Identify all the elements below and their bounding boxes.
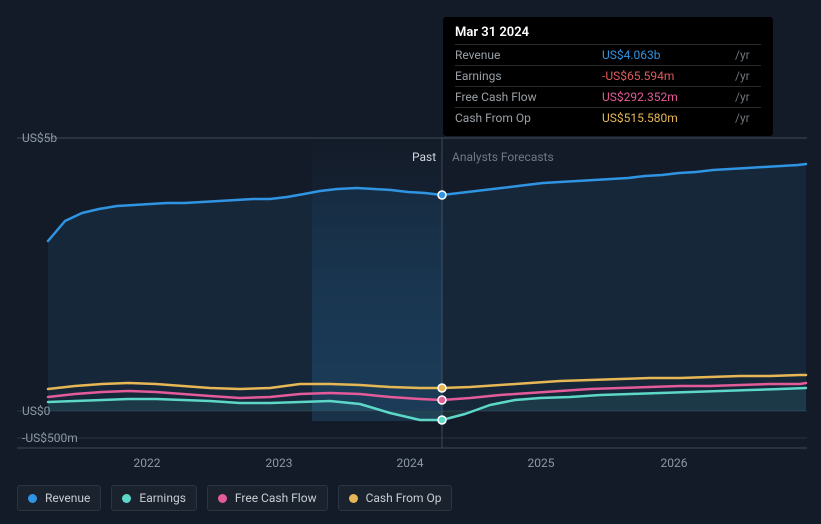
tooltip-table: RevenueUS$4.063b/yrEarnings-US$65.594m/y…: [455, 44, 761, 128]
tooltip-metric-unit: /yr: [731, 66, 761, 87]
tooltip-date: Mar 31 2024: [455, 25, 761, 40]
legend-item-free_cash_flow[interactable]: Free Cash Flow: [207, 485, 328, 511]
axis-label: 2025: [528, 456, 555, 470]
tooltip-metric-unit: /yr: [731, 108, 761, 129]
tooltip-metric-value: -US$65.594m: [582, 66, 731, 87]
legend-dot-icon: [28, 494, 37, 503]
legend-item-cash_from_op[interactable]: Cash From Op: [338, 485, 453, 511]
chart-tooltip: Mar 31 2024 RevenueUS$4.063b/yrEarnings-…: [443, 17, 773, 136]
earnings-revenue-chart: Mar 31 2024 RevenueUS$4.063b/yrEarnings-…: [0, 0, 821, 524]
legend-dot-icon: [122, 494, 131, 503]
axis-label: 2022: [134, 456, 161, 470]
tooltip-metric-label: Cash From Op: [455, 108, 582, 129]
tooltip-metric-label: Revenue: [455, 45, 582, 66]
legend-label: Earnings: [139, 491, 186, 505]
axis-label: 2026: [661, 456, 688, 470]
axis-label: US$5b: [22, 131, 57, 145]
legend-label: Cash From Op: [366, 491, 442, 505]
tooltip-metric-label: Free Cash Flow: [455, 87, 582, 108]
tooltip-metric-unit: /yr: [731, 45, 761, 66]
tooltip-metric-label: Earnings: [455, 66, 582, 87]
tooltip-row: Cash From OpUS$515.580m/yr: [455, 108, 761, 129]
tooltip-row: RevenueUS$4.063b/yr: [455, 45, 761, 66]
axis-label: 2024: [397, 456, 424, 470]
tooltip-metric-unit: /yr: [731, 87, 761, 108]
tooltip-metric-value: US$515.580m: [582, 108, 731, 129]
tooltip-row: Free Cash FlowUS$292.352m/yr: [455, 87, 761, 108]
region-label-past: Past: [412, 150, 436, 164]
tooltip-row: Earnings-US$65.594m/yr: [455, 66, 761, 87]
legend-item-revenue[interactable]: Revenue: [17, 485, 101, 511]
tooltip-metric-value: US$292.352m: [582, 87, 731, 108]
legend-dot-icon: [218, 494, 227, 503]
axis-label: US$0: [22, 404, 50, 418]
tooltip-metric-value: US$4.063b: [582, 45, 731, 66]
axis-label: -US$500m: [22, 431, 78, 445]
region-label-forecast: Analysts Forecasts: [452, 150, 554, 164]
legend-label: Free Cash Flow: [235, 491, 317, 505]
legend-dot-icon: [349, 494, 358, 503]
chart-legend: Revenue Earnings Free Cash Flow Cash From O…: [17, 485, 452, 511]
axis-label: 2023: [266, 456, 293, 470]
legend-label: Revenue: [45, 491, 90, 505]
legend-item-earnings[interactable]: Earnings: [111, 485, 197, 511]
